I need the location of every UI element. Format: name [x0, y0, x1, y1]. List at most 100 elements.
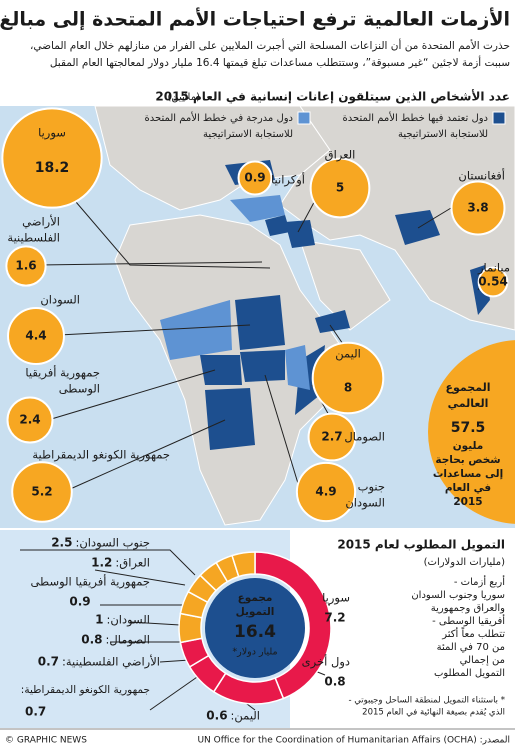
donut-value: 7.2 — [324, 611, 345, 625]
total-circle — [428, 340, 515, 524]
car — [200, 355, 242, 385]
total-text: مليون — [453, 440, 484, 452]
note: تتطلب معاً أكثر — [441, 626, 505, 640]
donut-label: الأراضي الفلسطينية: — [62, 655, 160, 670]
syria — [265, 215, 290, 236]
bubble-label: جمهورية أفريقيا — [25, 365, 100, 381]
donut-label: السودان: — [106, 613, 150, 628]
center-label: التمويل — [236, 606, 275, 618]
bubble-value: 0.9 — [244, 171, 265, 185]
donut-value: 0.8 — [81, 633, 102, 647]
donut-value: 0.8 — [324, 675, 345, 689]
legend-label: دول تعتمد فيها خطط الأمم المتحدة — [343, 111, 489, 124]
note: والعراق وجمهورية — [431, 603, 505, 614]
footnote: الذي يُقدم بصيغة النهائية في العام 2015 — [362, 707, 505, 717]
title: الأزمات العالمية ترفع احتياجات الأمم الم… — [0, 8, 510, 31]
donut-label: اليمن: — [231, 709, 260, 724]
bubble-label: الوسطى — [59, 382, 100, 397]
legend-label: للاستجابة الاستراتيجية — [203, 129, 293, 140]
leader — [149, 674, 201, 711]
bubble-value: 8 — [344, 381, 352, 395]
leader — [417, 204, 457, 229]
total-text: 2015 — [453, 496, 482, 508]
leader — [58, 324, 251, 336]
bubble-label: سوريا — [38, 126, 66, 141]
map-unit: (ملايين) — [167, 92, 200, 103]
donut-segment — [178, 612, 203, 644]
donut-value: 0.9 — [69, 595, 90, 609]
footnote: * باستثناء التمويل لمنطقة الساحل وجيبوتي… — [348, 696, 505, 706]
bubble — [295, 461, 357, 523]
bubble-value: 2.7 — [321, 430, 342, 444]
center-value: 16.4 — [234, 622, 276, 642]
donut-value: 0.7 — [25, 705, 46, 719]
note: أربع أزمات - — [454, 575, 505, 588]
funding-title: التمويل المطلوب لعام 2015 — [337, 538, 505, 553]
bubble — [5, 245, 47, 287]
bubble-value: 4.4 — [25, 329, 46, 343]
bubble-label: الأراضي — [22, 215, 60, 230]
leader — [94, 569, 186, 586]
legend-label: دول مدرجة في خطط الأمم المتحدة — [145, 111, 293, 124]
donut-value: 1 — [95, 613, 103, 627]
bubble — [307, 412, 357, 462]
source: المصدر: UN Office for the Coordination o… — [197, 736, 510, 746]
subtitle: سببت أزمة لاجئين “غير مسبوقة”، وستتطلب م… — [50, 55, 510, 69]
bubble — [477, 266, 509, 298]
bubble-value: 4.9 — [315, 485, 336, 499]
bubble — [237, 160, 273, 196]
bubble — [311, 341, 385, 415]
donut-value: 0.6 — [206, 709, 227, 723]
bubble-label: ميانمار — [477, 261, 510, 276]
donut-label: العراق: — [115, 556, 150, 571]
bubble-value: 18.2 — [35, 160, 70, 176]
funding-subtitle: (مليارات الدولارات) — [424, 557, 505, 568]
donut-segment — [231, 551, 256, 578]
bubble-label: أوكرانيا — [271, 172, 305, 188]
ethiopia — [285, 345, 310, 390]
donut-label: الصومال: — [105, 633, 150, 648]
total-value: 57.5 — [451, 420, 486, 436]
leader — [159, 659, 191, 663]
turkey — [230, 195, 285, 222]
bubble-value: 5.2 — [31, 485, 52, 499]
total-text: إلى مساعدات — [433, 468, 503, 480]
note: أفريقيا الوسطى - — [432, 614, 505, 627]
bubble-value: 2.4 — [19, 413, 40, 427]
donut-label: جمهورية أفريقيا الوسطى — [30, 574, 150, 590]
center-unit: مليار دولار* — [232, 647, 277, 658]
bubble-label: أفغانستان — [458, 168, 505, 183]
legend-swatch — [297, 111, 311, 125]
bubble-value: 3.8 — [467, 201, 488, 215]
leader — [67, 419, 226, 491]
center-label: مجموع — [238, 592, 273, 604]
bubble-label: العراق — [325, 148, 356, 163]
map-title: عدد الأشخاص الذين سيتلقون إعانات إنسانية… — [155, 89, 510, 105]
note: من إجمالي — [460, 655, 505, 666]
legend-swatch — [492, 111, 506, 125]
donut-label: جنوب السودان: — [75, 536, 150, 551]
legend-label: للاستجابة الاستراتيجية — [398, 129, 488, 140]
bubble-label: الصومال — [344, 430, 385, 445]
donut-value: 1.2 — [91, 556, 112, 570]
subtitle: حذرت الأمم المتحدة من أن النزاعات المسلح… — [30, 38, 510, 52]
note: التمويل المطلوب — [434, 668, 505, 679]
note: سوريا وجنوب السودان — [411, 590, 505, 601]
arabia — [299, 239, 391, 331]
bubble — [309, 157, 371, 219]
sudan — [235, 295, 285, 350]
total-label: العالمي — [448, 397, 489, 410]
bubble-label: السودان — [345, 496, 385, 511]
bubble-value: 0.54 — [478, 275, 508, 289]
drc — [205, 388, 255, 450]
bubble-label: السودان — [40, 293, 80, 308]
donut-label: دول أخرى — [302, 654, 350, 670]
iraq — [285, 220, 315, 248]
leader — [264, 374, 301, 491]
bubble — [1, 107, 103, 209]
leader — [47, 369, 216, 421]
bubble-label: اليمن — [335, 347, 361, 362]
leader — [69, 194, 271, 269]
